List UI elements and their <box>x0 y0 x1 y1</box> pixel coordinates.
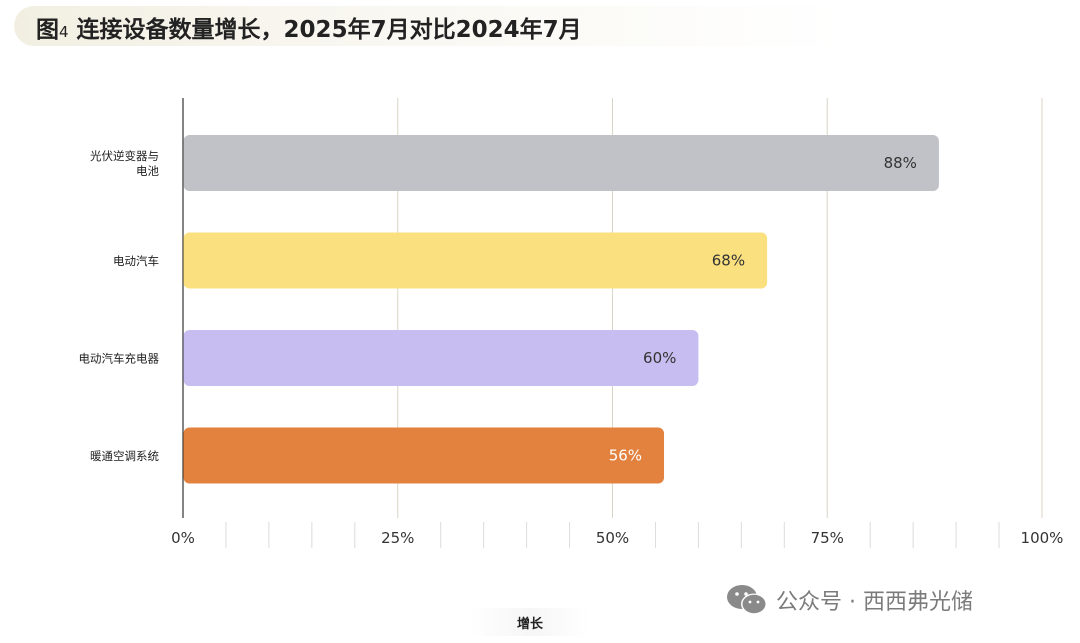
x-tick-label: 25% <box>381 529 414 547</box>
category-label: 光伏逆变器与 <box>90 149 159 163</box>
bar <box>183 135 939 191</box>
category-label: 电动汽车充电器 <box>79 352 160 366</box>
x-tick-label: 75% <box>811 529 844 547</box>
title-text: 连接设备数量增长，2025年7月对比2024年7月 <box>68 17 582 43</box>
data-label: 56% <box>609 447 642 465</box>
x-tick-label: 50% <box>596 529 629 547</box>
x-tick-label: 100% <box>1021 529 1064 547</box>
watermark-text: 公众号 · 西西弗光储 <box>776 590 973 615</box>
category-label: 电池 <box>136 164 159 178</box>
x-tick-label: 0% <box>171 529 195 547</box>
chart-title: 图4 连接设备数量增长，2025年7月对比2024年7月 <box>36 14 582 48</box>
data-label: 68% <box>712 252 745 270</box>
wechat-icon <box>727 585 767 615</box>
category-label: 暖通空调系统 <box>90 449 159 463</box>
bar <box>183 232 768 289</box>
bar <box>183 330 699 386</box>
data-label: 60% <box>643 349 676 367</box>
watermark: 公众号 · 西西弗光储 <box>726 583 973 617</box>
bar <box>183 427 665 484</box>
title-fig-number: 4 <box>59 23 69 41</box>
data-label: 88% <box>884 154 917 172</box>
title-banner: 图4 连接设备数量增长，2025年7月对比2024年7月 <box>14 6 844 46</box>
x-axis-label-box: 增长 <box>470 608 590 636</box>
x-axis-label: 增长 <box>516 617 543 632</box>
category-label: 电动汽车 <box>113 254 159 268</box>
title-fig-label: 图 <box>36 17 59 43</box>
